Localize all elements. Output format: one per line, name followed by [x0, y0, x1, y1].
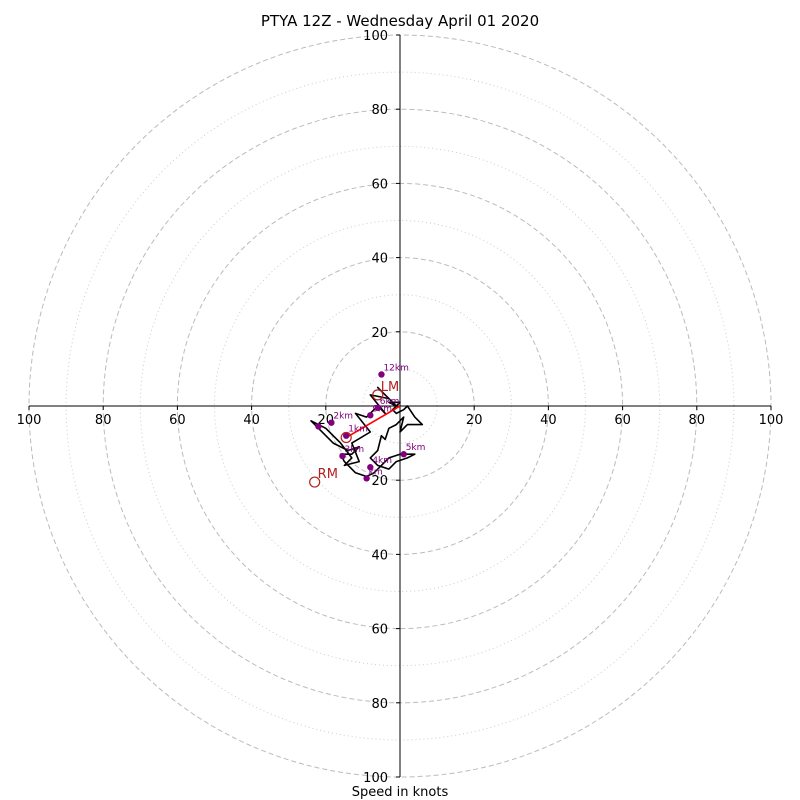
- mean-wind-vector: [345, 405, 401, 439]
- storm-motion-group: LM RM: [309, 380, 399, 488]
- km-marker-label: km: [369, 467, 383, 477]
- y-tick-label: 40: [371, 548, 388, 563]
- x-tick-label: 60: [169, 413, 186, 428]
- km-marker-label: 4km: [372, 456, 392, 466]
- x-tick-label: 20: [466, 413, 483, 428]
- x-tick-label: 40: [243, 413, 260, 428]
- x-tick-label: 100: [17, 413, 42, 428]
- km-marker-point: [315, 423, 322, 430]
- storm-motion-marker: [340, 431, 352, 444]
- y-tick-label: 20: [371, 474, 388, 489]
- y-tick-label: 80: [371, 697, 388, 712]
- y-tick-label: 80: [371, 103, 388, 118]
- km-marker-label: 9km: [372, 404, 392, 414]
- x-tick-label: 100: [759, 413, 784, 428]
- x-tick-label: 60: [614, 413, 631, 428]
- x-tick-label: 40: [540, 413, 557, 428]
- km-marker-point: [363, 475, 370, 482]
- km-marker-label: 1km: [348, 425, 368, 435]
- km-marker-label: 12km: [383, 363, 408, 373]
- storm-motion-marker: [309, 476, 321, 488]
- x-tick-label: 80: [95, 413, 112, 428]
- x-axis-label: Speed in knots: [352, 785, 449, 800]
- km-marker-label: 2km: [333, 412, 353, 422]
- km-marker-label: 3km: [344, 445, 364, 455]
- chart-title: PTYA 12Z - Wednesday April 01 2020: [261, 12, 539, 30]
- storm-motion-marker: [372, 389, 384, 401]
- y-tick-label: 20: [371, 326, 388, 341]
- km-marker-label: 6km: [380, 397, 400, 407]
- km-marker-point: [400, 451, 407, 458]
- km-marker-point: [367, 412, 374, 419]
- hodograph-trace: [310, 386, 424, 478]
- x-tick-label: 80: [689, 413, 706, 428]
- y-tick-label: 60: [371, 623, 388, 638]
- y-tick-label: 40: [371, 252, 388, 267]
- km-marker-point: [367, 464, 374, 471]
- storm-motion-label: RM: [318, 467, 338, 482]
- km-marker-label: 5km: [406, 443, 426, 453]
- km-marker-point: [374, 404, 381, 412]
- hodograph-trace-group: [310, 386, 424, 478]
- y-tick-label: 100: [363, 29, 388, 44]
- km-marker-point: [378, 371, 385, 378]
- km-marker-point: [343, 432, 350, 439]
- y-tick-label: 100: [363, 771, 388, 786]
- km-marker-point: [339, 452, 346, 460]
- km-marker-point: [328, 419, 335, 426]
- y-tick-label: 60: [371, 177, 388, 192]
- storm-motion-label: LM: [381, 380, 399, 395]
